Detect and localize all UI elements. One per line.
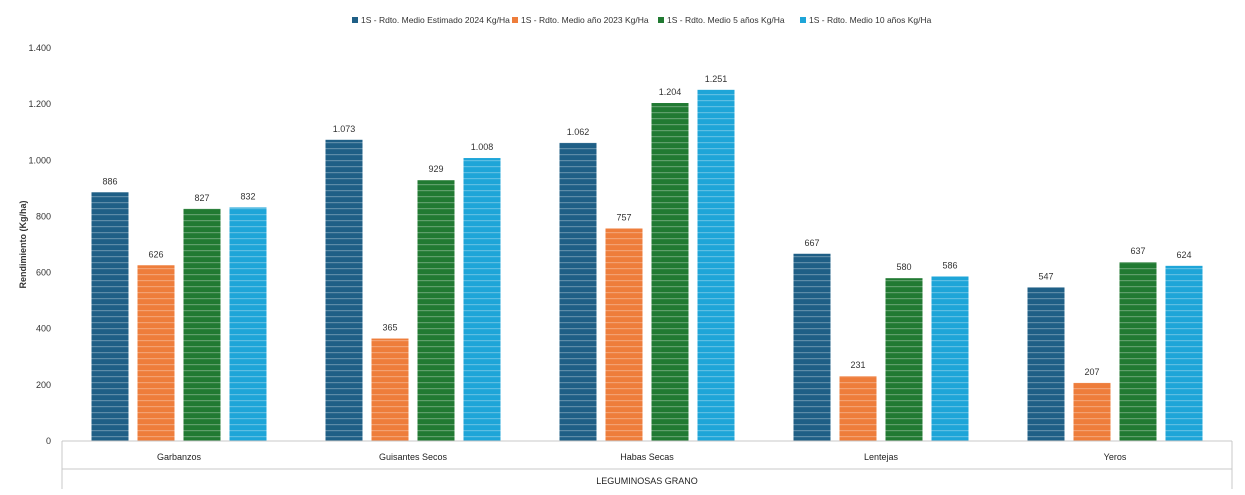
x-axis: LEGUMINOSAS GRANO Garbanzos Guisantes Sec… [61,440,1233,489]
bar-value-label: 929 [428,164,443,174]
bar [651,103,689,442]
y-tick-label: 0 [46,436,51,446]
y-tick-label: 1.400 [28,43,51,53]
legend-item: 1S - Rdto. Medio año 2023 Kg/Ha [512,15,649,25]
y-tick-label: 1.200 [28,99,51,109]
bar [1165,265,1203,441]
bar [1027,287,1065,441]
bar [559,142,597,442]
legend-swatch [512,17,518,23]
bar [697,89,735,442]
bar [605,228,643,441]
bar-value-label: 365 [382,323,397,333]
legend-item: 1S - Rdto. Medio Estimado 2024 Kg/Ha [352,15,510,25]
bar-value-label: 832 [240,191,255,201]
bar [931,276,969,441]
bar-value-label: 667 [804,238,819,248]
y-axis: Rendimiento (Kg/ha) 0 200 400 600 800 1.000 1.… [18,43,51,446]
bar-value-label: 886 [102,176,117,186]
legend-label: 1S - Rdto. Medio 10 años Kg/Ha [809,15,932,25]
bar [1119,262,1157,441]
bar [229,207,267,441]
bar [885,278,923,441]
bar-value-label: 1.073 [333,124,356,134]
bar-value-label: 827 [194,193,209,203]
bar-value-label: 207 [1084,367,1099,377]
y-tick-label: 600 [36,268,51,278]
x-axis-group-label: LEGUMINOSAS GRANO [596,476,698,486]
bar [1073,382,1111,441]
bar-value-label: 626 [148,249,163,259]
bar-value-label: 757 [616,212,631,222]
x-tick-label: Garbanzos [157,452,202,462]
y-tick-label: 200 [36,380,51,390]
bar [183,208,221,441]
bar [463,158,501,442]
bar-value-label: 1.251 [705,74,728,84]
bar [137,265,175,441]
legend-item: 1S - Rdto. Medio 5 años Kg/Ha [658,15,785,25]
bar-value-label: 1.204 [659,87,682,97]
bar-value-label: 1.062 [567,127,590,137]
y-tick-label: 800 [36,211,51,221]
x-tick-label: Yeros [1104,452,1127,462]
y-tick-label: 400 [36,324,51,334]
y-axis-title: Rendimiento (Kg/ha) [18,201,28,289]
bars: 886 626 827 832 1.073 365 929 1.008 1.062 757 1.20… [91,74,1203,442]
x-tick-label: Guisantes Secos [379,452,448,462]
legend-label: 1S - Rdto. Medio Estimado 2024 Kg/Ha [361,15,510,25]
bar [417,180,455,441]
legend-swatch [800,17,806,23]
legend-label: 1S - Rdto. Medio año 2023 Kg/Ha [521,15,649,25]
bar-value-label: 1.008 [471,142,494,152]
bar-value-label: 231 [850,360,865,370]
bar [91,192,129,441]
bar-value-label: 580 [896,262,911,272]
bar-value-label: 624 [1176,250,1191,260]
bar [371,338,409,441]
bar-value-label: 637 [1130,246,1145,256]
legend: 1S - Rdto. Medio Estimado 2024 Kg/Ha 1S -… [352,15,932,25]
bar-value-label: 547 [1038,271,1053,281]
bar [325,139,363,441]
legend-item: 1S - Rdto. Medio 10 años Kg/Ha [800,15,932,25]
legend-swatch [352,17,358,23]
x-tick-label: Habas Secas [620,452,674,462]
y-tick-label: 1.000 [28,155,51,165]
bar [793,253,831,441]
legend-label: 1S - Rdto. Medio 5 años Kg/Ha [667,15,785,25]
legend-swatch [658,17,664,23]
bar [839,376,877,441]
x-tick-label: Lentejas [864,452,899,462]
bar-value-label: 586 [942,261,957,271]
